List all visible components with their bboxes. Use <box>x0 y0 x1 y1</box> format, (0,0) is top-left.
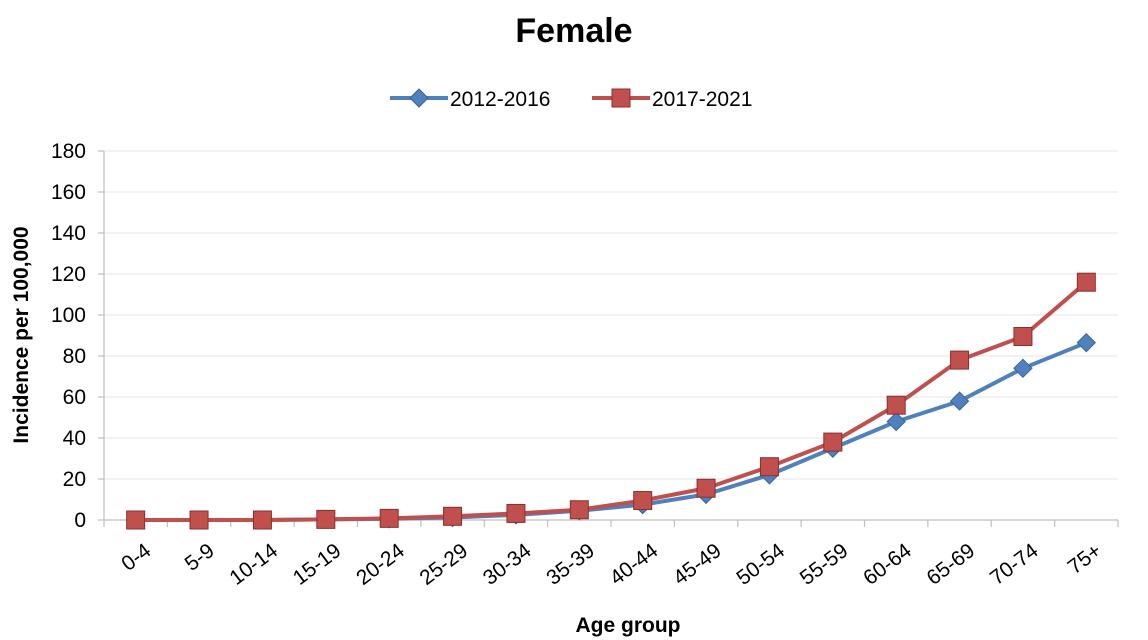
data-point <box>569 500 589 520</box>
x-tick-label: 45-49 <box>669 539 726 590</box>
legend-marker <box>409 88 429 108</box>
data-point <box>1076 332 1097 353</box>
data-point <box>189 510 209 530</box>
legend-item: 2017-2021 <box>592 88 752 111</box>
data-point <box>1013 327 1033 347</box>
y-axis-ticks: 0 20 40 60 80 100 120 140 160 180 <box>51 140 86 532</box>
data-point <box>379 508 399 528</box>
y-tick-label: 40 <box>63 427 86 450</box>
x-tick-label: 75+ <box>1064 539 1106 579</box>
data-point <box>443 506 463 526</box>
data-point <box>633 491 653 511</box>
y-tick-label: 80 <box>63 345 86 368</box>
x-tick-label: 20-24 <box>352 539 409 590</box>
legend-item: 2012-2016 <box>390 88 550 111</box>
y-tick-label: 60 <box>63 386 86 409</box>
data-point <box>886 395 906 415</box>
y-axis-title: Incidence per 100,000 <box>10 226 33 443</box>
y-tick-label: 100 <box>51 304 86 327</box>
x-tick-label: 70-74 <box>986 539 1043 590</box>
x-tick-label: 5-9 <box>181 539 219 576</box>
y-tick-label: 20 <box>63 468 86 491</box>
x-tick-label: 35-39 <box>542 539 599 590</box>
data-point <box>316 509 336 529</box>
legend-label: 2012-2016 <box>450 88 550 111</box>
y-tick-label: 180 <box>51 140 86 163</box>
series-2012-2016 <box>125 332 1097 530</box>
data-point <box>506 503 526 523</box>
legend: 2012-2016 2017-2021 <box>390 88 752 111</box>
legend-marker <box>611 88 631 108</box>
axes <box>98 150 1119 527</box>
data-point <box>696 478 716 498</box>
gridlines <box>104 150 1118 480</box>
x-tick-label: 10-14 <box>225 539 282 590</box>
data-point <box>886 411 906 432</box>
y-tick-label: 140 <box>51 222 86 245</box>
y-tick-label: 160 <box>51 181 86 204</box>
x-axis-title: Age group <box>576 614 681 637</box>
y-tick-label: 0 <box>74 509 86 532</box>
series-2017-2021 <box>126 272 1096 530</box>
series-line <box>135 280 1088 522</box>
data-point <box>1013 358 1033 379</box>
legend-label: 2017-2021 <box>652 88 752 111</box>
data-point <box>759 457 779 477</box>
x-tick-label: 0-4 <box>117 539 155 576</box>
x-tick-label: 30-34 <box>479 539 536 590</box>
data-point <box>823 432 843 452</box>
y-tick-label: 120 <box>51 263 86 286</box>
chart-title: Female <box>515 12 632 50</box>
x-tick-label: 65-69 <box>922 539 979 590</box>
series <box>125 272 1097 530</box>
x-tick-label: 50-54 <box>732 539 789 590</box>
data-point <box>1076 272 1096 292</box>
data-point <box>949 391 970 411</box>
x-tick-label: 60-64 <box>859 539 916 590</box>
data-point <box>950 350 970 370</box>
data-point <box>252 510 272 530</box>
x-tick-label: 55-59 <box>796 539 853 590</box>
x-tick-label: 25-29 <box>415 539 472 590</box>
x-tick-label: 40-44 <box>606 539 663 590</box>
data-point <box>126 510 146 530</box>
x-tick-label: 15-19 <box>289 539 346 590</box>
x-axis-ticks: 0-4 5-9 10-14 15-19 20-24 25-29 30-34 35-39 40-4… <box>117 539 1106 590</box>
